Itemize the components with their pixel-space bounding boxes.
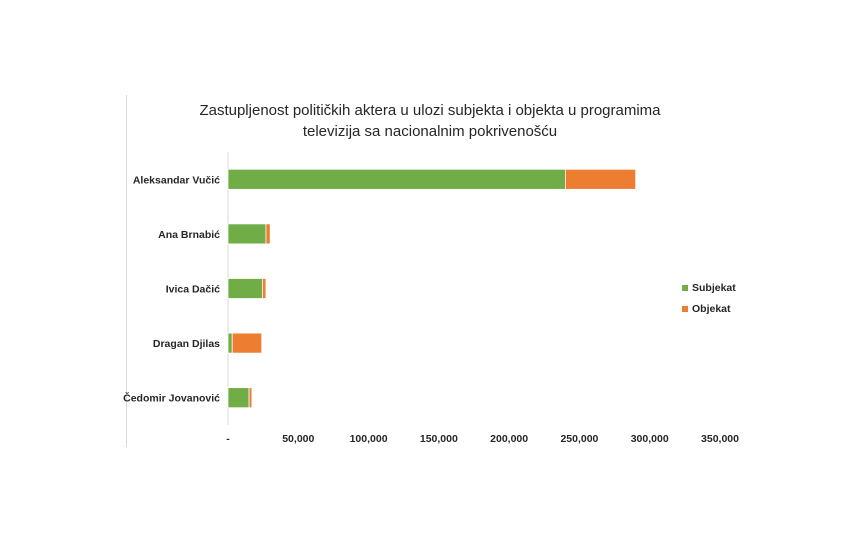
legend-swatch-subjekat <box>682 284 688 291</box>
chart-border <box>126 95 127 447</box>
bar-subjekat <box>227 223 267 245</box>
category-label: Ivica Dačić <box>166 284 220 296</box>
legend: Subjekat Objekat <box>682 277 736 319</box>
category-label: Ana Brnabić <box>158 229 220 241</box>
x-tick-label: 350,000 <box>701 433 739 445</box>
x-tick-label: 100,000 <box>350 433 388 445</box>
category-label: Dragan Djilas <box>153 338 220 350</box>
x-tick-label: 50,000 <box>282 433 314 445</box>
x-tick-label: 250,000 <box>560 433 598 445</box>
bar-objekat <box>262 278 267 299</box>
legend-item-objekat: Objekat <box>682 298 736 319</box>
x-tick-label: 200,000 <box>490 433 528 445</box>
bar-objekat <box>231 332 263 354</box>
x-tick-label: 150,000 <box>420 433 458 445</box>
chart-title-line-2: televizija sa nacionalnim pokrivenošću <box>302 123 558 140</box>
x-tick-label: - <box>226 433 230 445</box>
bar-objekat <box>248 387 253 409</box>
legend-item-subjekat: Subjekat <box>682 277 736 298</box>
bar-subjekat <box>227 387 250 409</box>
bar-subjekat <box>227 278 263 299</box>
category-label: Aleksandar Vučić <box>133 174 220 186</box>
x-tick-label: 300,000 <box>631 433 669 445</box>
legend-label-subjekat: Subjekat <box>692 281 736 294</box>
chart-title: Zastupljenost političkih aktera u ulozi … <box>160 100 700 142</box>
category-label: Čedomir Jovanović <box>123 392 220 405</box>
legend-label-objekat: Objekat <box>692 302 731 315</box>
legend-swatch-objekat <box>682 305 688 312</box>
bar-subjekat <box>227 332 233 354</box>
chart-title-line-1: Zastupljenost političkih aktera u ulozi … <box>199 102 661 119</box>
bar-objekat <box>265 223 271 245</box>
bar-objekat <box>564 168 637 190</box>
bar-subjekat <box>227 168 566 190</box>
